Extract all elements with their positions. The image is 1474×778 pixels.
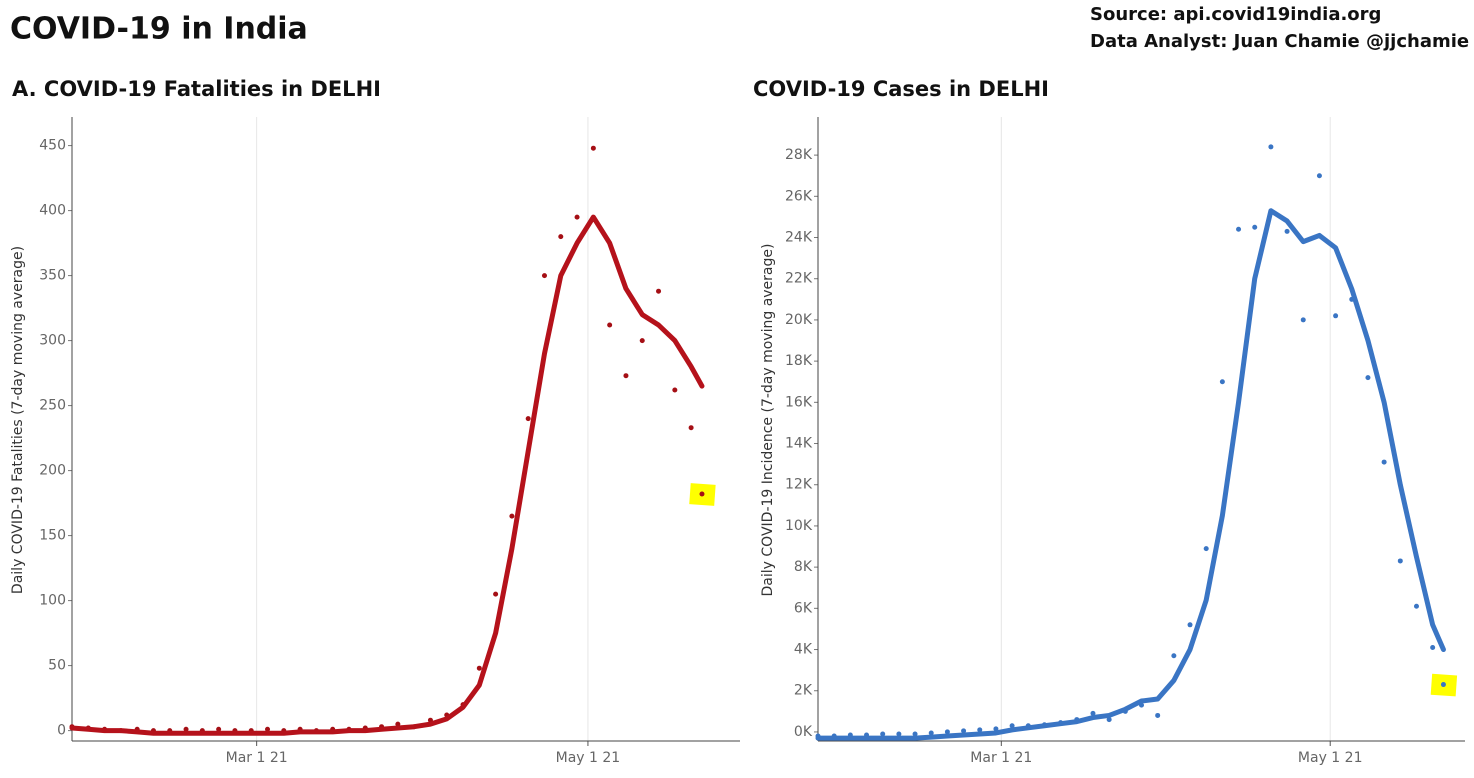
x-tick-label: Mar 1 21 xyxy=(970,750,1032,766)
y-tick-label: 0K xyxy=(794,724,813,740)
daily-dot xyxy=(961,728,967,734)
moving-average-line xyxy=(815,208,1446,741)
daily-dot xyxy=(1381,459,1387,465)
y-tick-label: 18K xyxy=(785,353,813,369)
daily-dot xyxy=(395,721,401,727)
daily-dot xyxy=(574,214,580,220)
y-tick-label: 50 xyxy=(48,658,66,674)
daily-dot xyxy=(1236,226,1242,232)
daily-dot xyxy=(607,322,613,328)
daily-dot xyxy=(1155,712,1161,718)
daily-dot xyxy=(1333,313,1339,319)
daily-dot xyxy=(1300,317,1306,323)
y-tick-label: 28K xyxy=(785,147,813,163)
daily-dot xyxy=(1203,546,1209,552)
y-axis-label: Daily COVID-19 Incidence (7-day moving a… xyxy=(760,244,776,597)
daily-dot xyxy=(977,727,983,733)
daily-dot xyxy=(944,729,950,735)
y-tick-label: 400 xyxy=(39,203,66,219)
y-tick-label: 4K xyxy=(794,642,813,658)
daily-dot xyxy=(639,338,645,344)
y-tick-label: 200 xyxy=(39,463,66,479)
daily-dot xyxy=(1430,644,1436,650)
y-tick-label: 20K xyxy=(785,312,813,328)
daily-dot xyxy=(525,416,531,422)
daily-dot xyxy=(558,234,564,240)
y-tick-label: 26K xyxy=(785,188,813,204)
daily-dot xyxy=(590,145,596,151)
y-tick-label: 0 xyxy=(57,723,66,739)
daily-dot xyxy=(1106,717,1112,723)
daily-dot xyxy=(1284,228,1290,234)
y-tick-label: 16K xyxy=(785,394,813,410)
x-tick-label: May 1 21 xyxy=(556,750,621,766)
daily-dot xyxy=(623,373,629,379)
daily-dot xyxy=(1365,375,1371,381)
daily-dot xyxy=(541,273,547,279)
daily-dot xyxy=(1187,622,1193,628)
y-tick-label: 2K xyxy=(794,683,813,699)
y-tick-label: 100 xyxy=(39,593,66,609)
daily-dot xyxy=(1171,653,1177,659)
daily-dot xyxy=(183,726,189,732)
y-tick-label: 6K xyxy=(794,600,813,616)
daily-dot xyxy=(699,491,705,497)
daily-dot xyxy=(672,387,678,393)
y-tick-label: 250 xyxy=(39,398,66,414)
daily-dot xyxy=(896,731,902,737)
daily-dot xyxy=(928,730,934,736)
daily-dot xyxy=(1252,224,1258,230)
y-tick-label: 22K xyxy=(785,271,813,287)
daily-dot xyxy=(1009,723,1015,729)
x-tick-label: May 1 21 xyxy=(1298,750,1363,766)
daily-dot xyxy=(880,731,886,737)
daily-dot xyxy=(1316,173,1322,179)
daily-dot xyxy=(509,513,515,519)
y-tick-label: 350 xyxy=(39,268,66,284)
daily-dot xyxy=(493,591,499,597)
daily-dot xyxy=(1268,144,1274,150)
daily-dot xyxy=(476,665,482,671)
daily-dot xyxy=(216,726,222,732)
y-axis-label: Daily COVID-19 Fatalities (7-day moving … xyxy=(10,246,26,594)
y-tick-label: 150 xyxy=(39,528,66,544)
page-title: COVID-19 in India xyxy=(10,12,308,47)
y-tick-label: 300 xyxy=(39,333,66,349)
y-tick-label: 8K xyxy=(794,559,813,575)
daily-dot xyxy=(1440,682,1446,688)
moving-average-line xyxy=(69,214,705,736)
source: Source: api.covid19india.org xyxy=(1090,4,1381,25)
daily-dot xyxy=(1397,558,1403,564)
daily-dot xyxy=(265,726,271,732)
analyst: Data Analyst: Juan Chamie @jjchamie xyxy=(1090,31,1469,52)
y-tick-label: 24K xyxy=(785,230,813,246)
daily-dot xyxy=(912,731,918,737)
daily-dot xyxy=(656,288,662,294)
y-tick-label: 450 xyxy=(39,138,66,154)
daily-dot xyxy=(1413,603,1419,609)
chart-title: A. COVID-19 Fatalities in DELHI xyxy=(12,77,381,101)
x-tick-label: Mar 1 21 xyxy=(226,750,288,766)
chart-title: COVID-19 Cases in DELHI xyxy=(753,77,1049,101)
y-tick-label: 12K xyxy=(785,477,813,493)
y-tick-label: 14K xyxy=(785,436,813,452)
daily-dot xyxy=(1090,710,1096,716)
y-tick-label: 10K xyxy=(785,518,813,534)
daily-dot xyxy=(993,726,999,732)
daily-dot xyxy=(688,425,694,431)
daily-dot xyxy=(1219,379,1225,385)
